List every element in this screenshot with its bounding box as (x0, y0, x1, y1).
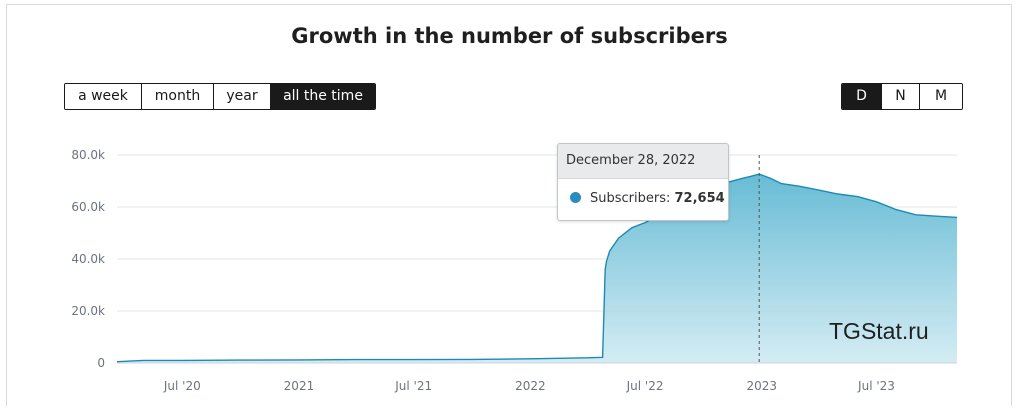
granularity-m-button[interactable]: M (920, 84, 962, 109)
x-tick-label: Jul '21 (394, 379, 432, 393)
granularity-selector: D N M (841, 83, 963, 110)
granularity-d-button[interactable]: D (842, 84, 882, 109)
range-selector: a week month year all the time (64, 83, 376, 110)
tooltip-date: December 28, 2022 (558, 144, 728, 179)
x-tick-label: 2021 (284, 379, 315, 393)
y-tick-label: 80.0k (71, 148, 105, 162)
x-tick-label: 2023 (746, 379, 777, 393)
x-tick-label: Jul '23 (857, 379, 895, 393)
data-tooltip: December 28, 2022 Subscribers: 72,654 (557, 143, 729, 221)
tooltip-value: 72,654 (674, 191, 725, 206)
x-tick-label: Jul '20 (163, 379, 201, 393)
granularity-n-button[interactable]: N (882, 84, 920, 109)
range-week-button[interactable]: a week (65, 84, 142, 109)
chart-title: Growth in the number of subscribers (291, 24, 728, 48)
y-tick-label: 40.0k (71, 252, 105, 266)
range-month-button[interactable]: month (142, 84, 214, 109)
watermark: TGStat.ru (829, 318, 929, 344)
x-tick-label: 2022 (515, 379, 546, 393)
x-tick-label: Jul '22 (626, 379, 664, 393)
tooltip-label: Subscribers: (590, 191, 671, 206)
range-all-time-button[interactable]: all the time (271, 84, 375, 109)
y-tick-label: 20.0k (71, 304, 105, 318)
tooltip-body: Subscribers: 72,654 (558, 179, 728, 219)
y-tick-label: 0 (97, 356, 105, 370)
y-tick-label: 60.0k (71, 200, 105, 214)
series-marker-icon (570, 192, 581, 203)
range-year-button[interactable]: year (214, 84, 271, 109)
series-area (117, 174, 957, 363)
